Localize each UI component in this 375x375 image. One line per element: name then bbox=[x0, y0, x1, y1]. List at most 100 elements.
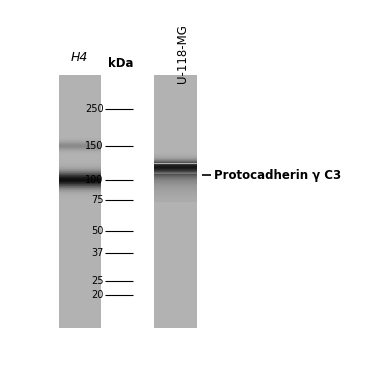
Bar bbox=[154, 195, 196, 196]
Bar bbox=[58, 186, 100, 187]
Bar bbox=[154, 158, 196, 159]
Bar bbox=[154, 200, 196, 201]
Bar bbox=[154, 193, 196, 194]
Bar bbox=[154, 170, 196, 171]
Bar bbox=[58, 195, 100, 196]
Bar bbox=[58, 184, 100, 185]
Bar bbox=[154, 187, 196, 188]
Text: 75: 75 bbox=[91, 195, 104, 206]
Bar bbox=[154, 183, 196, 184]
Bar bbox=[154, 189, 196, 190]
Bar bbox=[154, 75, 196, 328]
Bar bbox=[58, 175, 100, 176]
Bar bbox=[154, 186, 196, 187]
Bar bbox=[154, 161, 196, 162]
Bar bbox=[154, 175, 196, 176]
Bar bbox=[58, 164, 100, 165]
Bar bbox=[154, 164, 196, 165]
Bar bbox=[58, 198, 100, 199]
Bar bbox=[154, 179, 196, 180]
Bar bbox=[154, 165, 196, 166]
Bar bbox=[58, 199, 100, 200]
Bar bbox=[154, 201, 196, 202]
Bar bbox=[154, 177, 196, 178]
Bar bbox=[154, 197, 196, 198]
Bar bbox=[154, 180, 196, 181]
Bar bbox=[58, 188, 100, 189]
Bar bbox=[154, 177, 196, 178]
Bar bbox=[58, 162, 100, 163]
Text: 20: 20 bbox=[91, 290, 104, 300]
Bar bbox=[58, 190, 100, 191]
Bar bbox=[154, 194, 196, 195]
Bar bbox=[58, 196, 100, 197]
Text: 250: 250 bbox=[85, 104, 104, 114]
Bar bbox=[154, 173, 196, 174]
Bar bbox=[154, 169, 196, 170]
Bar bbox=[58, 197, 100, 198]
Bar bbox=[154, 182, 196, 183]
Bar bbox=[154, 188, 196, 189]
Bar bbox=[154, 185, 196, 186]
Bar bbox=[58, 173, 100, 174]
Bar bbox=[154, 152, 196, 153]
Bar bbox=[154, 154, 196, 155]
Bar bbox=[58, 180, 100, 181]
Bar bbox=[58, 75, 100, 328]
Text: Protocadherin γ C3: Protocadherin γ C3 bbox=[214, 169, 341, 182]
Bar bbox=[58, 168, 100, 169]
Bar bbox=[154, 160, 196, 161]
Bar bbox=[58, 160, 100, 161]
Bar bbox=[154, 174, 196, 175]
Text: kDa: kDa bbox=[108, 57, 134, 70]
Bar bbox=[58, 174, 100, 175]
Bar bbox=[58, 171, 100, 172]
Bar bbox=[154, 162, 196, 163]
Bar bbox=[58, 193, 100, 194]
Bar bbox=[154, 176, 196, 177]
Bar bbox=[58, 163, 100, 164]
Bar bbox=[154, 157, 196, 158]
Bar bbox=[154, 176, 196, 177]
Bar bbox=[154, 190, 196, 191]
Bar bbox=[154, 155, 196, 156]
Bar bbox=[58, 178, 100, 179]
Bar bbox=[58, 181, 100, 182]
Bar bbox=[154, 179, 196, 180]
Bar bbox=[58, 187, 100, 188]
Bar bbox=[154, 168, 196, 169]
Bar bbox=[58, 165, 100, 166]
Bar bbox=[58, 185, 100, 186]
Text: 50: 50 bbox=[91, 226, 104, 236]
Bar bbox=[154, 175, 196, 176]
Text: 37: 37 bbox=[91, 249, 104, 258]
Bar bbox=[58, 166, 100, 167]
Bar bbox=[154, 171, 196, 172]
Bar bbox=[154, 199, 196, 200]
Text: 25: 25 bbox=[91, 276, 104, 286]
Bar bbox=[154, 184, 196, 185]
Bar bbox=[154, 166, 196, 167]
Bar bbox=[58, 176, 100, 177]
Bar bbox=[154, 156, 196, 157]
Bar bbox=[58, 161, 100, 162]
Bar bbox=[154, 191, 196, 192]
Bar bbox=[58, 179, 100, 180]
Text: 100: 100 bbox=[85, 175, 104, 185]
Text: 150: 150 bbox=[85, 141, 104, 151]
Text: H4: H4 bbox=[71, 51, 88, 64]
Bar bbox=[154, 182, 196, 183]
Bar bbox=[154, 159, 196, 160]
Bar bbox=[58, 170, 100, 171]
Bar bbox=[58, 192, 100, 193]
Bar bbox=[154, 180, 196, 181]
Bar bbox=[58, 194, 100, 195]
Bar bbox=[58, 167, 100, 168]
Text: U-118-MG: U-118-MG bbox=[176, 24, 189, 83]
Bar bbox=[154, 167, 196, 168]
Bar bbox=[154, 178, 196, 179]
Bar bbox=[154, 192, 196, 193]
Bar bbox=[154, 163, 196, 164]
Bar bbox=[154, 198, 196, 199]
Bar bbox=[154, 181, 196, 182]
